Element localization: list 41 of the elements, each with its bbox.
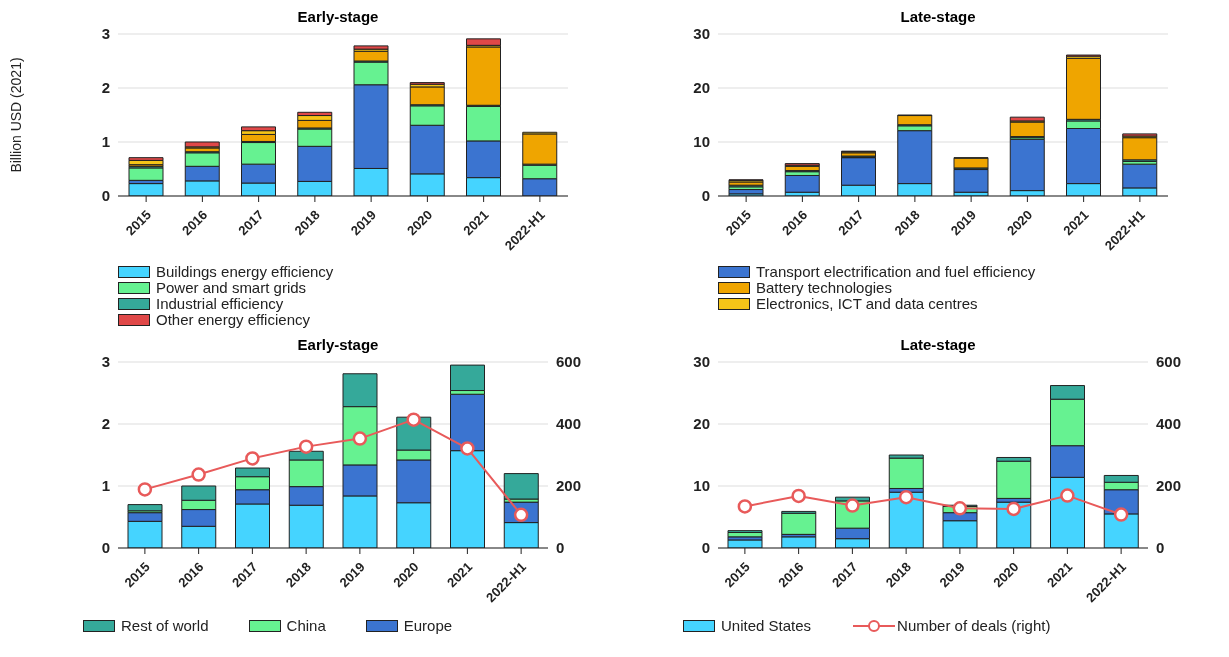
legend-label: Transport electrification and fuel efficiency bbox=[756, 263, 1036, 280]
y2-tick-label: 200 bbox=[556, 477, 582, 495]
chart-title: Early-stage bbox=[296, 336, 380, 354]
legend-label: Power and smart grids bbox=[156, 279, 307, 296]
y2-tick-label: 200 bbox=[1156, 477, 1182, 495]
y2-tick-label: 0 bbox=[1156, 539, 1165, 557]
y-tick-label: 0 bbox=[701, 539, 710, 557]
y2-tick-label: 400 bbox=[556, 415, 582, 433]
legend-label: Other energy efficiency bbox=[156, 311, 310, 328]
y-tick-label: 3 bbox=[101, 353, 110, 371]
y-tick-label: 30 bbox=[693, 353, 710, 371]
chart-title: Late-stage bbox=[899, 8, 977, 26]
legend-label: Buildings energy efficiency bbox=[156, 263, 334, 280]
legend-label: Industrial efficiency bbox=[156, 295, 284, 312]
y2-tick-label: 0 bbox=[556, 539, 565, 557]
chart-title: Early-stage bbox=[296, 8, 380, 26]
legend-label: Rest of world bbox=[121, 617, 209, 634]
y-tick-label: 20 bbox=[693, 415, 710, 433]
y-axis-title: Billion USD (2021) bbox=[7, 57, 24, 173]
chart-title: Late-stage bbox=[899, 336, 977, 354]
legend-label: China bbox=[286, 617, 326, 634]
y-tick-label: 10 bbox=[693, 477, 710, 495]
y-tick-label: 10 bbox=[693, 133, 710, 151]
y-tick-label: 30 bbox=[693, 25, 710, 43]
legend-label: Europe bbox=[403, 617, 453, 634]
y-tick-label: 2 bbox=[101, 415, 110, 433]
y-tick-label: 0 bbox=[701, 187, 710, 205]
legend-label: Number of deals (right) bbox=[897, 617, 1051, 634]
y-tick-label: 2 bbox=[101, 79, 110, 97]
legend-label: Battery technologies bbox=[756, 279, 892, 296]
y2-tick-label: 600 bbox=[556, 353, 582, 371]
y-tick-label: 3 bbox=[101, 25, 110, 43]
y-tick-label: 1 bbox=[101, 133, 110, 151]
legend-label: United States bbox=[721, 617, 812, 634]
y2-tick-label: 600 bbox=[1156, 353, 1182, 371]
legend-label: Electronics, ICT and data centres bbox=[756, 295, 978, 312]
y-tick-label: 0 bbox=[101, 539, 110, 557]
y-tick-label: 0 bbox=[101, 187, 110, 205]
y-tick-label: 1 bbox=[101, 477, 110, 495]
y2-tick-label: 400 bbox=[1156, 415, 1182, 433]
y-tick-label: 20 bbox=[693, 79, 710, 97]
